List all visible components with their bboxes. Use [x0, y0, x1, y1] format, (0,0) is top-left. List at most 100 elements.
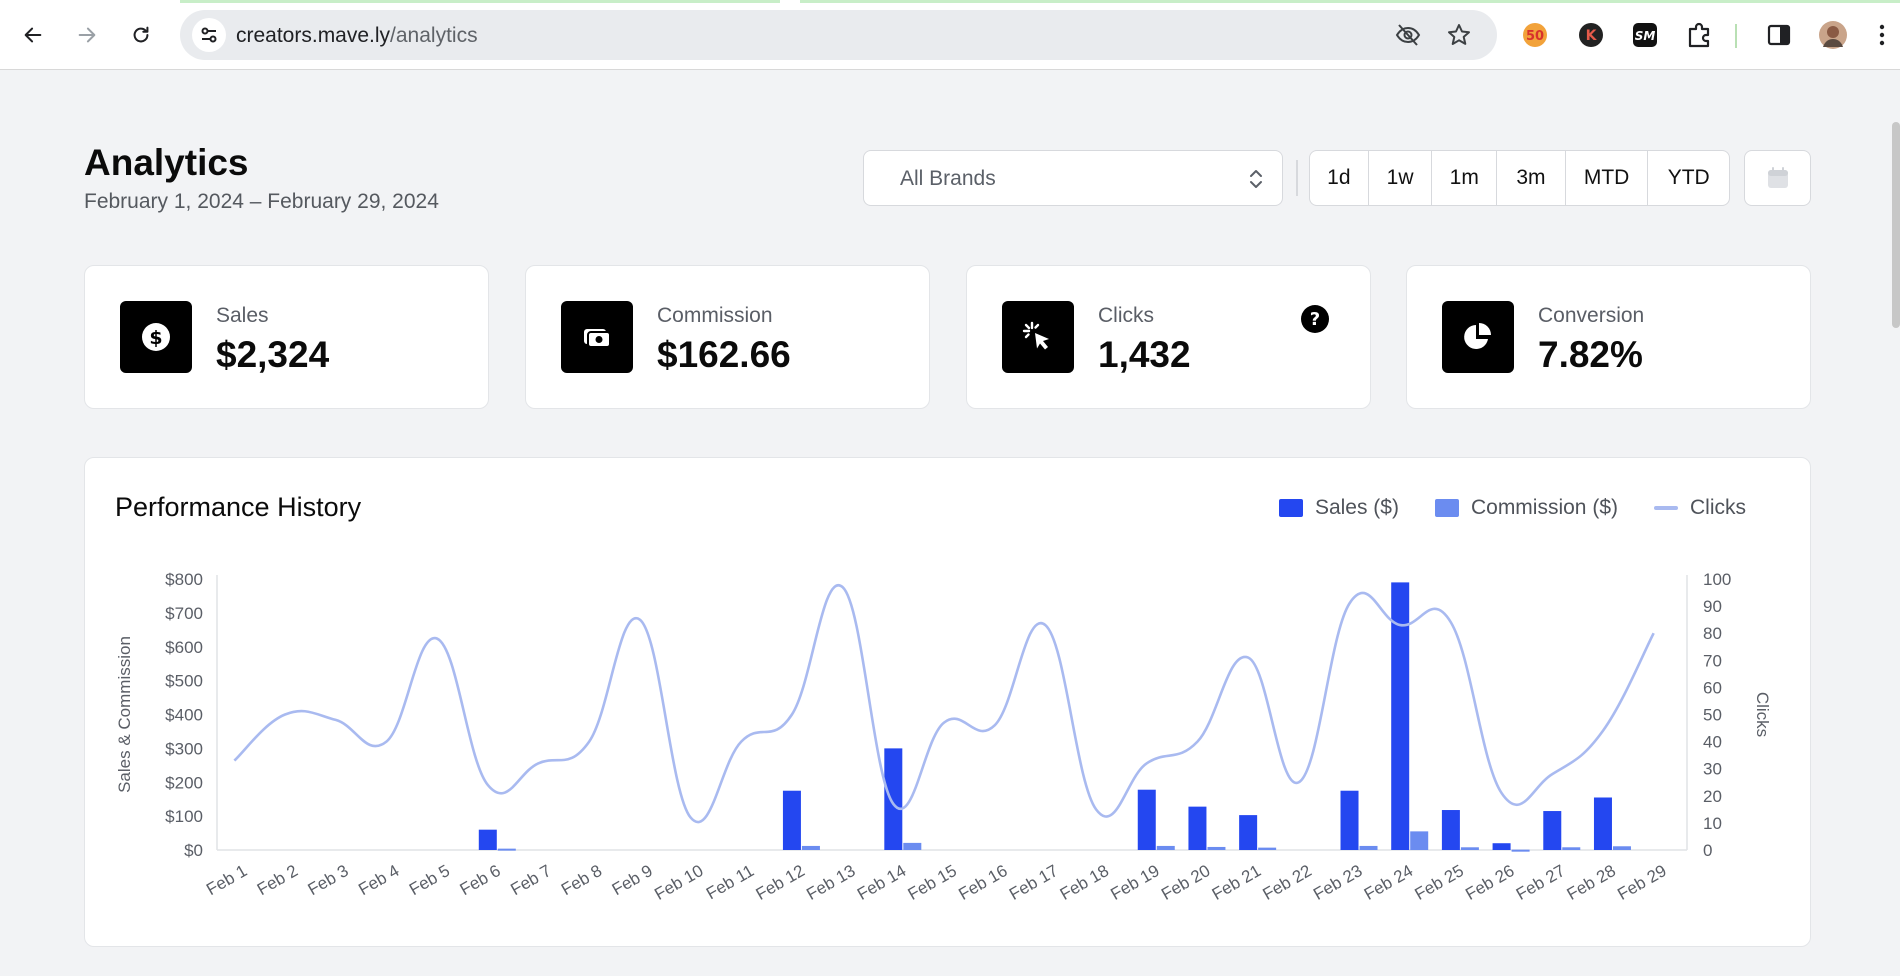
eye-off-icon[interactable] [1395, 22, 1421, 48]
commission-card: Commission $162.66 [525, 265, 930, 409]
extension-k-icon[interactable]: K [1576, 20, 1606, 50]
bookmark-star-icon[interactable] [1446, 22, 1472, 48]
sales-bar [1593, 797, 1612, 850]
x-tick-label: Feb 13 [803, 861, 858, 904]
date-range-label: February 1, 2024 – February 29, 2024 [84, 190, 439, 213]
y2-tick-label: 0 [1703, 841, 1712, 860]
sales-bar [1441, 810, 1460, 850]
sales-bar [1543, 811, 1562, 850]
x-tick-label: Feb 11 [703, 861, 757, 903]
x-tick-label: Feb 23 [1310, 861, 1365, 904]
forward-button[interactable] [70, 18, 104, 52]
x-tick-label: Feb 25 [1412, 861, 1467, 904]
loading-bar [0, 0, 1900, 3]
brand-select-value: All Brands [900, 167, 996, 190]
x-tick-label: Feb 18 [1057, 861, 1112, 904]
legend-label-sales: Sales ($) [1314, 496, 1399, 519]
x-tick-label: Feb 3 [305, 861, 352, 899]
reload-button[interactable] [124, 18, 158, 52]
y2-tick-label: 100 [1703, 570, 1731, 589]
date-range-buttons: 1d 1w 1m 3m MTD YTD [1309, 150, 1730, 206]
reload-icon [133, 26, 149, 43]
x-tick-label: Feb 9 [609, 861, 656, 899]
extensions-puzzle-icon[interactable] [1684, 20, 1714, 50]
profile-avatar[interactable] [1818, 20, 1848, 50]
extension-sm-icon[interactable]: SM [1630, 20, 1660, 50]
sales-bar [1239, 815, 1258, 850]
arrow-right-icon [78, 27, 96, 43]
x-tick-label: Feb 24 [1361, 861, 1416, 904]
x-tick-label: Feb 28 [1564, 861, 1619, 904]
side-panel-icon[interactable] [1764, 20, 1794, 50]
x-tick-label: Feb 14 [854, 861, 909, 904]
range-button-3m[interactable]: 3m [1497, 151, 1566, 205]
x-tick-label: Feb 10 [651, 861, 706, 904]
performance-history-panel: Performance History Sales ($) Commission… [84, 457, 1811, 947]
legend-label-commission: Commission ($) [1470, 496, 1618, 519]
commission-bar [1207, 846, 1226, 850]
svg-text:SM: SM [1635, 29, 1656, 43]
y-tick-label: $0 [184, 841, 203, 860]
legend-item-commission[interactable]: Commission ($) [1434, 496, 1618, 520]
help-icon[interactable]: ? [1300, 304, 1330, 334]
x-tick-label: Feb 17 [1006, 861, 1061, 904]
url-path: /analytics [390, 24, 478, 47]
range-button-ytd[interactable]: YTD [1667, 166, 1710, 189]
calendar-icon [1767, 167, 1788, 188]
y2-tick-label: 10 [1703, 814, 1722, 833]
menu-kebab-icon[interactable] [1872, 20, 1892, 50]
arrow-left-icon [24, 27, 42, 43]
x-tick-label: Feb 5 [406, 861, 453, 899]
y-tick-label: $800 [165, 570, 203, 589]
y-tick-label: $200 [165, 773, 203, 792]
y-tick-label: $100 [165, 807, 203, 826]
extension-badge-icon[interactable]: 50 [1520, 20, 1550, 50]
site-settings-icon[interactable] [192, 18, 226, 52]
range-button-1w[interactable]: 1w [1369, 151, 1433, 205]
calendar-button[interactable] [1744, 150, 1811, 206]
legend-item-sales[interactable]: Sales ($) [1278, 496, 1399, 520]
range-button-1m[interactable]: 1m [1432, 151, 1498, 205]
x-tick-label: Feb 20 [1158, 861, 1213, 904]
y2-tick-label: 50 [1703, 706, 1722, 725]
sales-bar [1188, 806, 1207, 850]
pie-chart-icon [1442, 301, 1514, 373]
svg-text:$: $ [149, 327, 162, 349]
x-tick-label: Feb 19 [1107, 861, 1162, 904]
clicks-card: Clicks 1,432 ? [966, 265, 1371, 409]
back-button[interactable] [16, 18, 50, 52]
commission-label: Commission [657, 304, 773, 327]
x-tick-label: Feb 12 [753, 861, 808, 904]
cursor-click-icon [1002, 301, 1074, 373]
legend-item-clicks[interactable]: Clicks [1654, 496, 1746, 520]
brand-select[interactable]: All Brands [863, 150, 1283, 206]
x-tick-label: Feb 8 [558, 861, 605, 899]
cash-icon [561, 301, 633, 373]
commission-bar [1258, 847, 1277, 850]
conversion-value: 7.82% [1538, 334, 1643, 375]
range-button-mtd[interactable]: MTD [1566, 151, 1649, 205]
x-tick-label: Feb 1 [203, 861, 250, 899]
sales-value: $2,324 [216, 334, 330, 375]
commission-bar [801, 845, 820, 850]
clicks-line [233, 583, 1655, 824]
y-tick-label: $400 [165, 706, 203, 725]
y-axis-title: Sales & Commission [115, 636, 134, 793]
performance-chart: $0 $100 $200 $300 $400 $500 $600 $700 $800 0 10 20 3… [115, 570, 1772, 904]
svg-text:?: ? [1310, 309, 1320, 330]
y2-tick-label: 90 [1703, 597, 1722, 616]
commission-bar [497, 848, 516, 851]
svg-text:K: K [1586, 28, 1598, 44]
x-tick-label: Feb 15 [905, 861, 960, 904]
sales-label: Sales [216, 304, 269, 327]
x-tick-label: Feb 21 [1209, 861, 1264, 904]
page-scrollbar[interactable] [1892, 122, 1900, 328]
filter-divider [1296, 160, 1298, 196]
commission-bar [1562, 847, 1581, 850]
y2-tick-label: 20 [1703, 787, 1722, 806]
legend-swatch-clicks [1654, 506, 1678, 510]
x-tick-label: Feb 29 [1614, 861, 1669, 904]
address-bar[interactable]: creators.mave.ly/analytics [180, 10, 1497, 60]
commission-bar [1511, 849, 1530, 852]
range-button-1d[interactable]: 1d [1310, 151, 1369, 205]
